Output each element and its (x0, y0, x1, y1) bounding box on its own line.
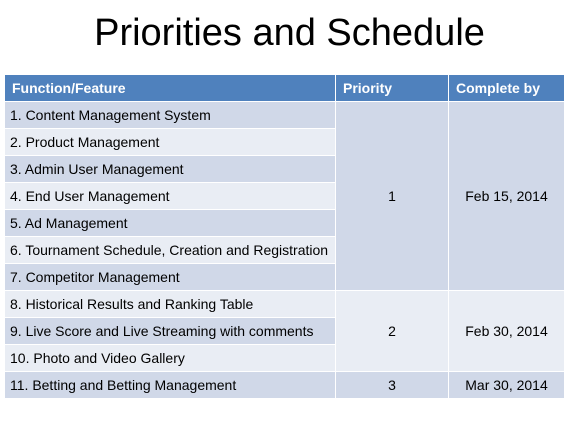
complete-by-cell: Feb 15, 2014 (448, 101, 565, 291)
table-row: 7. Competitor Management (4, 263, 565, 291)
table-row: 6. Tournament Schedule, Creation and Reg… (4, 236, 565, 264)
feature-cell: 1. Content Management System (4, 101, 336, 129)
feature-cell: 11. Betting and Betting Management (4, 371, 336, 399)
header-row: Function/Feature Priority Complete by (4, 74, 565, 102)
table-row: 8. Historical Results and Ranking Table … (4, 290, 565, 372)
priority-cell: 1 (335, 101, 449, 291)
table-row: 9. Live Score and Live Streaming with co… (4, 317, 565, 345)
priority-cell: 2 (335, 290, 449, 372)
column-header-priority: Priority (335, 74, 449, 102)
feature-cell: 7. Competitor Management (4, 263, 336, 291)
priority-cell: 3 (335, 371, 449, 399)
column-header-complete-by: Complete by (448, 74, 565, 102)
feature-cell: 10. Photo and Video Gallery (4, 344, 336, 372)
feature-cell: 8. Historical Results and Ranking Table (4, 290, 336, 318)
priorities-table: Function/Feature Priority Complete by 1.… (4, 74, 565, 399)
feature-cell: 2. Product Management (4, 128, 336, 156)
column-header-feature: Function/Feature (4, 74, 336, 102)
feature-cell: 6. Tournament Schedule, Creation and Reg… (4, 236, 336, 264)
table-row: 3. Admin User Management (4, 155, 565, 183)
page-title: Priorities and Schedule (94, 12, 485, 54)
feature-cell: 9. Live Score and Live Streaming with co… (4, 317, 336, 345)
table-row: 10. Photo and Video Gallery (4, 344, 565, 372)
feature-cell: 4. End User Management (4, 182, 336, 210)
table-row: 5. Ad Management (4, 209, 565, 237)
table-row: 1. Content Management System 1 Feb 15, 2… (4, 101, 565, 291)
table-row: 2. Product Management (4, 128, 565, 156)
feature-cell: 5. Ad Management (4, 209, 336, 237)
table-row: 11. Betting and Betting Management 3 Mar… (4, 371, 565, 399)
complete-by-cell: Mar 30, 2014 (448, 371, 565, 399)
feature-cell: 3. Admin User Management (4, 155, 336, 183)
complete-by-cell: Feb 30, 2014 (448, 290, 565, 372)
